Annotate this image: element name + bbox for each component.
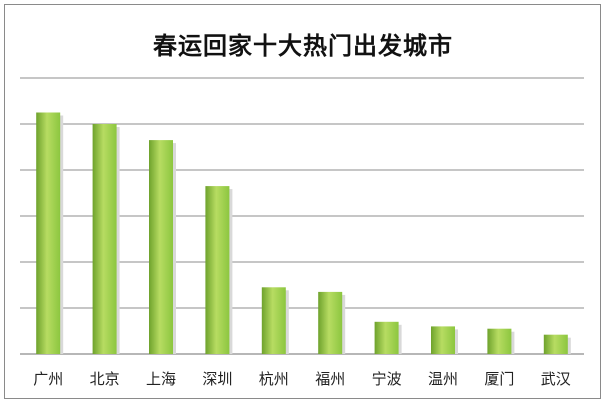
- x-tick-label: 杭州: [259, 370, 289, 388]
- bars: [36, 112, 571, 354]
- x-tick-label: 深圳: [202, 370, 232, 388]
- bar-宁波: [374, 321, 399, 354]
- x-tick-label: 福州: [315, 370, 345, 388]
- bar-武汉: [543, 334, 568, 354]
- bar-厦门: [487, 328, 512, 354]
- bar-温州: [431, 326, 455, 354]
- bar-北京: [92, 124, 117, 354]
- x-tick-label: 北京: [90, 370, 120, 388]
- bar-深圳: [205, 186, 230, 354]
- x-tick-label: 温州: [428, 370, 458, 388]
- x-tick-label: 上海: [146, 370, 176, 388]
- bar-福州: [318, 291, 343, 354]
- bar-上海: [149, 140, 173, 354]
- x-tick-label: 宁波: [372, 370, 402, 388]
- chart-title: 春运回家十大热门出发城市: [153, 32, 453, 60]
- bar-杭州: [261, 287, 286, 354]
- bar-广州: [36, 112, 61, 354]
- x-tick-labels: 广州 北京 上海 深圳 杭州 福州 宁波 温州 厦门 武汉: [33, 370, 571, 388]
- x-tick-label: 广州: [33, 370, 63, 388]
- x-tick-label: 武汉: [541, 370, 571, 388]
- x-tick-label: 厦门: [484, 370, 514, 388]
